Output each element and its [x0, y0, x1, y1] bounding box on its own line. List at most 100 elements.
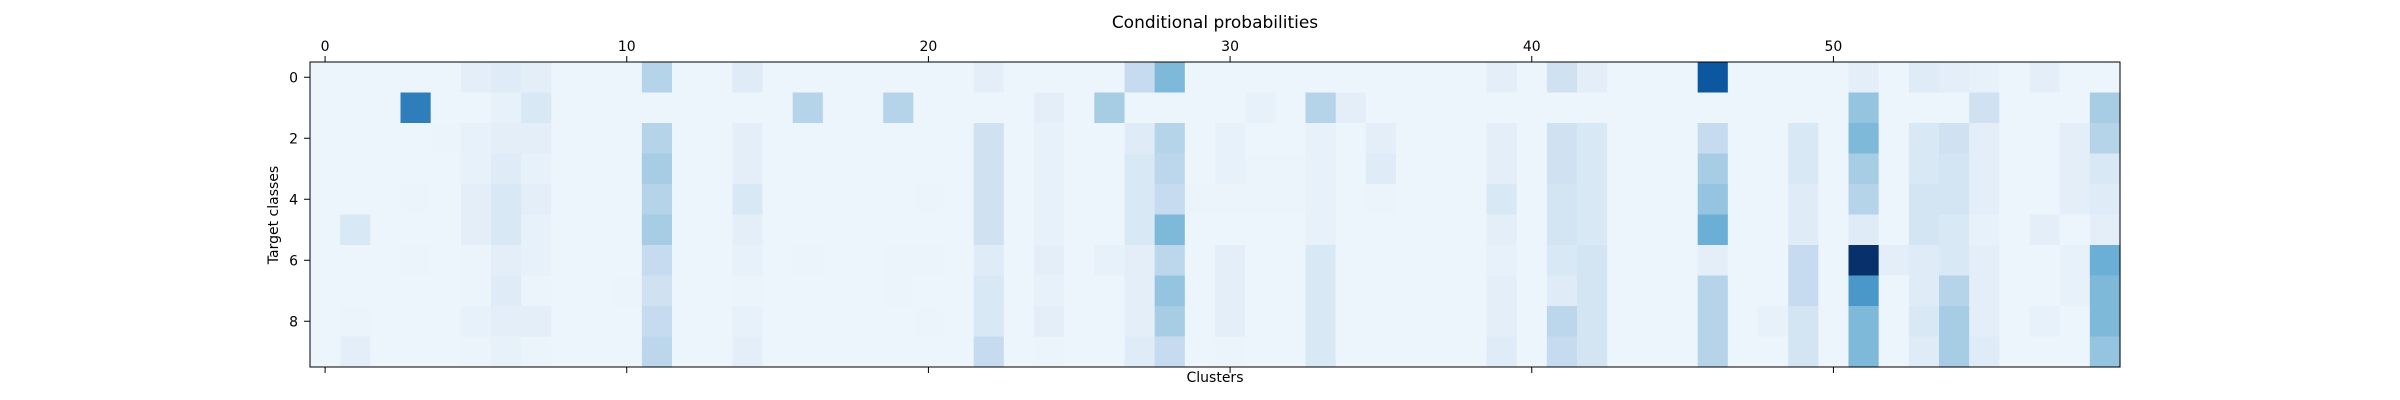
- heatmap-cell: [1516, 62, 1548, 94]
- chart-title: Conditional probabilities: [1112, 13, 1318, 33]
- heatmap-cell: [1034, 184, 1065, 216]
- heatmap-cell: [1245, 153, 1276, 185]
- heatmap-cell: [400, 153, 432, 185]
- heatmap-cell: [340, 275, 371, 307]
- heatmap-cell: [1607, 123, 1638, 155]
- heatmap-cell: [1758, 62, 1789, 94]
- heatmap-cell: [1305, 275, 1337, 307]
- heatmap-cell: [551, 153, 583, 185]
- heatmap-cell: [883, 184, 914, 216]
- heatmap-cell: [2029, 336, 2061, 368]
- heatmap-cell: [1878, 306, 1910, 338]
- heatmap-cell: [1275, 184, 1307, 216]
- heatmap-cell: [1848, 184, 1880, 216]
- heatmap-cell: [581, 214, 613, 246]
- heatmap-cell: [1305, 92, 1337, 124]
- heatmap-cell: [1908, 62, 1940, 94]
- heatmap-cell: [1516, 336, 1548, 368]
- heatmap-cell: [1305, 336, 1337, 368]
- heatmap-cell: [2059, 275, 2091, 307]
- heatmap-cell: [521, 336, 552, 368]
- heatmap-cell: [672, 92, 703, 124]
- heatmap-cell: [1154, 306, 1186, 338]
- x-tick-label: 30: [1221, 39, 1239, 55]
- heatmap-cell: [762, 214, 794, 246]
- heatmap-cell: [1124, 275, 1156, 307]
- heatmap-cell: [1305, 214, 1337, 246]
- heatmap-cell: [1184, 92, 1216, 124]
- heatmap-cell: [1034, 62, 1065, 94]
- heatmap-cell: [1848, 336, 1880, 368]
- heatmap-cell: [1215, 214, 1246, 246]
- heatmap-cell: [883, 153, 914, 185]
- heatmap-cell: [1637, 306, 1669, 338]
- heatmap-cell: [1667, 336, 1699, 368]
- heatmap-cell: [1667, 245, 1699, 277]
- heatmap-cell: [883, 275, 914, 307]
- heatmap-cell: [1908, 214, 1940, 246]
- heatmap-cell: [1456, 123, 1488, 155]
- heatmap-cell: [400, 245, 432, 277]
- heatmap-cell: [1908, 123, 1940, 155]
- heatmap-cell: [1848, 153, 1880, 185]
- heatmap-cell: [762, 123, 794, 155]
- heatmap-cell: [1245, 123, 1276, 155]
- heatmap-cell: [1667, 214, 1699, 246]
- heatmap-cell: [1818, 306, 1850, 338]
- heatmap-cell: [310, 275, 341, 307]
- heatmap-cell: [913, 275, 945, 307]
- heatmap-cell: [581, 336, 613, 368]
- heatmap-cell: [1939, 336, 1970, 368]
- heatmap-cell: [1637, 275, 1669, 307]
- heatmap-cell: [1577, 336, 1608, 368]
- heatmap-cell: [1939, 214, 1970, 246]
- heatmap-cell: [1426, 336, 1457, 368]
- heatmap-cell: [792, 153, 824, 185]
- heatmap-cell: [551, 184, 583, 216]
- heatmap-cell: [460, 92, 492, 124]
- heatmap-cell: [1154, 123, 1186, 155]
- heatmap-cell: [672, 153, 703, 185]
- heatmap-cell: [792, 123, 824, 155]
- heatmap-cell: [853, 275, 884, 307]
- heatmap-cell: [551, 92, 583, 124]
- heatmap-cell: [1456, 184, 1488, 216]
- heatmap-cell: [491, 245, 522, 277]
- heatmap-cell: [340, 245, 371, 277]
- heatmap-cell: [1426, 92, 1457, 124]
- heatmap-cell: [2059, 92, 2091, 124]
- heatmap-cell: [702, 214, 733, 246]
- heatmap-cell: [1426, 153, 1457, 185]
- heatmap-cell: [1818, 123, 1850, 155]
- heatmap-cell: [1516, 92, 1548, 124]
- heatmap-cell: [853, 153, 884, 185]
- heatmap-cell: [1245, 92, 1276, 124]
- heatmap-cell: [641, 62, 673, 94]
- heatmap-cell: [1727, 184, 1759, 216]
- heatmap-cell: [1335, 184, 1367, 216]
- heatmap-cell: [521, 184, 552, 216]
- heatmap-cell: [611, 62, 643, 94]
- heatmap-cell: [641, 275, 673, 307]
- heatmap-cell: [1516, 245, 1548, 277]
- heatmap-cell: [1908, 153, 1940, 185]
- heatmap-cell: [1788, 245, 1819, 277]
- heatmap-cell: [1365, 62, 1397, 94]
- heatmap-cell: [883, 245, 914, 277]
- heatmap-cell: [1275, 306, 1307, 338]
- heatmap-cell: [551, 245, 583, 277]
- heatmap-cell: [1969, 184, 2000, 216]
- heatmap-cell: [1697, 123, 1729, 155]
- heatmap-cell: [611, 153, 643, 185]
- heatmap-cell: [460, 245, 492, 277]
- heatmap-cell: [1396, 153, 1427, 185]
- heatmap-cell: [521, 153, 552, 185]
- heatmap-cell: [1034, 92, 1065, 124]
- heatmap-cell: [370, 62, 402, 94]
- heatmap-cell: [1818, 62, 1850, 94]
- heatmap-cell: [1727, 214, 1759, 246]
- heatmap-cell: [1577, 214, 1608, 246]
- heatmap-cell: [1697, 275, 1729, 307]
- heatmap-cell: [1637, 245, 1669, 277]
- heatmap-cell: [1365, 336, 1397, 368]
